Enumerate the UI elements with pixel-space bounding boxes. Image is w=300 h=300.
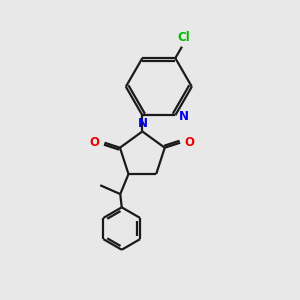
Text: O: O <box>90 136 100 149</box>
Text: Cl: Cl <box>177 31 190 44</box>
Text: N: N <box>179 110 189 123</box>
Text: N: N <box>138 117 148 130</box>
Text: O: O <box>185 136 195 149</box>
